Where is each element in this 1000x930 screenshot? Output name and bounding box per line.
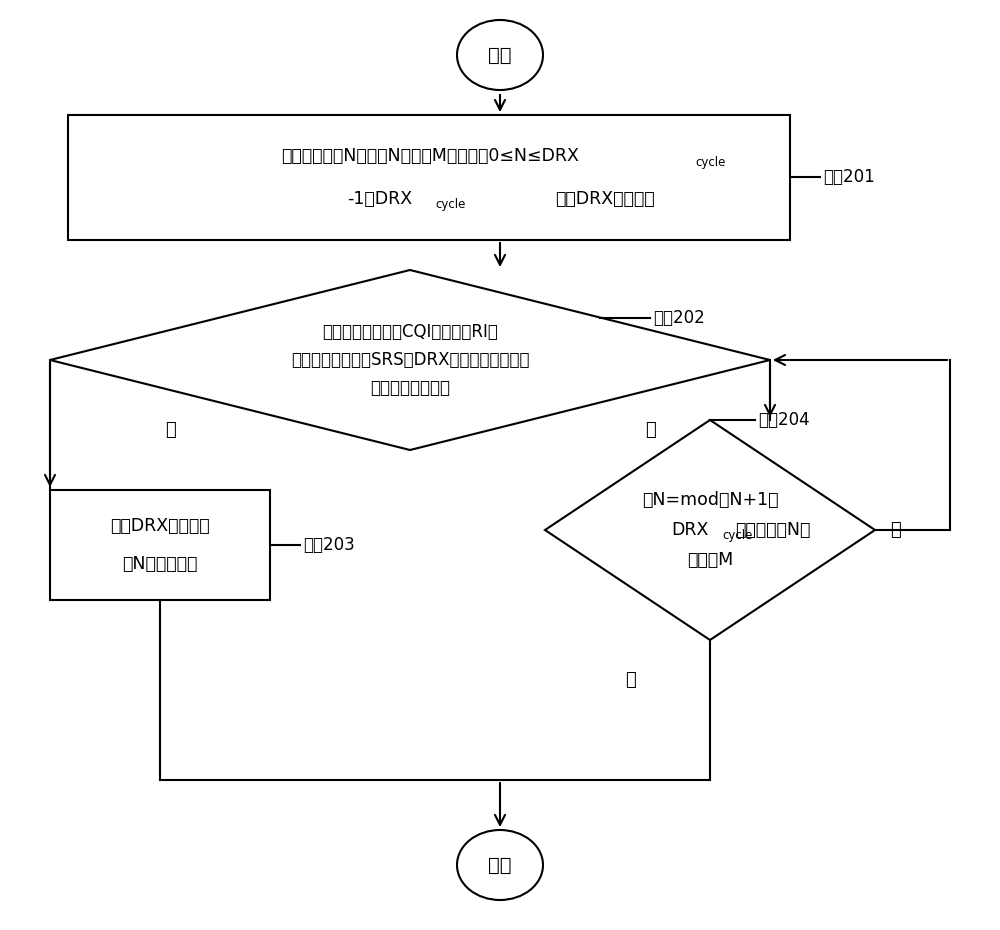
Text: cycle: cycle (435, 198, 465, 211)
Text: 否等于M: 否等于M (687, 551, 733, 569)
Text: 确定DRX周期起点: 确定DRX周期起点 (110, 517, 210, 536)
Text: -1，DRX: -1，DRX (347, 190, 413, 207)
Text: cycle: cycle (695, 155, 725, 168)
Text: 判断信道质量指示CQI、秩指示RI、: 判断信道质量指示CQI、秩指示RI、 (322, 323, 498, 341)
Text: 步骤204: 步骤204 (758, 411, 810, 429)
Bar (50, 490, 270, 600)
Text: 开始: 开始 (488, 46, 512, 64)
Text: 步骤201: 步骤201 (823, 168, 875, 186)
Text: 以及探测参考信号SRS在DRX周期的监听时段内: 以及探测参考信号SRS在DRX周期的监听时段内 (291, 351, 529, 369)
Text: DRX: DRX (671, 521, 709, 539)
Bar (68, 115, 790, 240)
Text: 步骤203: 步骤203 (303, 536, 355, 554)
Text: ），并判断N是: ），并判断N是 (735, 521, 810, 539)
Text: cycle: cycle (722, 529, 752, 542)
Text: 表示DRX周期长度: 表示DRX周期长度 (555, 190, 655, 207)
Text: 是: 是 (625, 671, 635, 689)
Text: 是: 是 (165, 421, 175, 439)
Text: 步骤202: 步骤202 (653, 309, 705, 327)
Text: 为N，结束操作: 为N，结束操作 (122, 554, 198, 573)
Text: 否: 否 (890, 521, 901, 539)
Text: 是否存在发射机会: 是否存在发射机会 (370, 379, 450, 397)
Text: 否: 否 (645, 421, 655, 439)
Text: 令N=mod（N+1，: 令N=mod（N+1， (642, 491, 778, 509)
Text: 获取临时变量N，并将N赋值给M，其中，0≤N≤DRX: 获取临时变量N，并将N赋值给M，其中，0≤N≤DRX (281, 147, 579, 166)
Ellipse shape (457, 830, 543, 900)
Ellipse shape (457, 20, 543, 90)
Text: 结束: 结束 (488, 856, 512, 874)
